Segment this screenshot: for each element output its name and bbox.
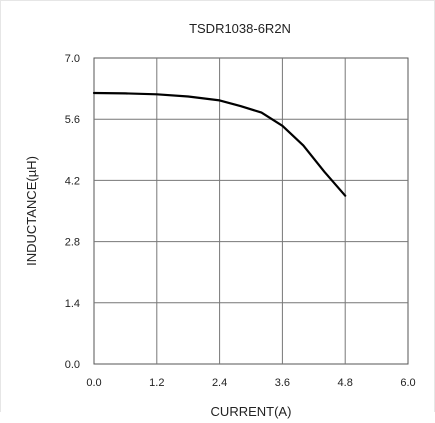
- y-axis-label: INDUCTANCE(µH): [24, 156, 39, 266]
- y-tick-label: 1.4: [65, 298, 80, 310]
- plot-area: [93, 57, 409, 365]
- inductance-curve: [92, 91, 347, 197]
- x-tick-label: 0.0: [86, 377, 101, 389]
- x-axis-label: CURRENT(A): [211, 404, 292, 419]
- y-tick-label: 4.2: [65, 175, 80, 187]
- x-tick-label: 2.4: [212, 377, 227, 389]
- x-tick-label: 1.2: [149, 377, 164, 389]
- y-tick-label: 2.8: [65, 237, 80, 249]
- chart-title: TSDR1038-6R2N: [189, 21, 291, 36]
- tick-labels: 0.0 1.2 2.4 3.6 4.8 6.0 0.0 1.4 2.8 4.2 5.6 7.0: [65, 53, 416, 389]
- data-series: [92, 91, 347, 197]
- x-tick-label: 4.8: [338, 377, 353, 389]
- chart-bottom-crop: [0, 412, 435, 423]
- grid-lines: [94, 58, 408, 364]
- y-tick-label: 7.0: [65, 53, 80, 65]
- x-tick-label: 6.0: [400, 377, 415, 389]
- x-tick-label: 3.6: [275, 377, 290, 389]
- y-tick-label: 0.0: [65, 359, 80, 371]
- y-tick-label: 5.6: [65, 114, 80, 126]
